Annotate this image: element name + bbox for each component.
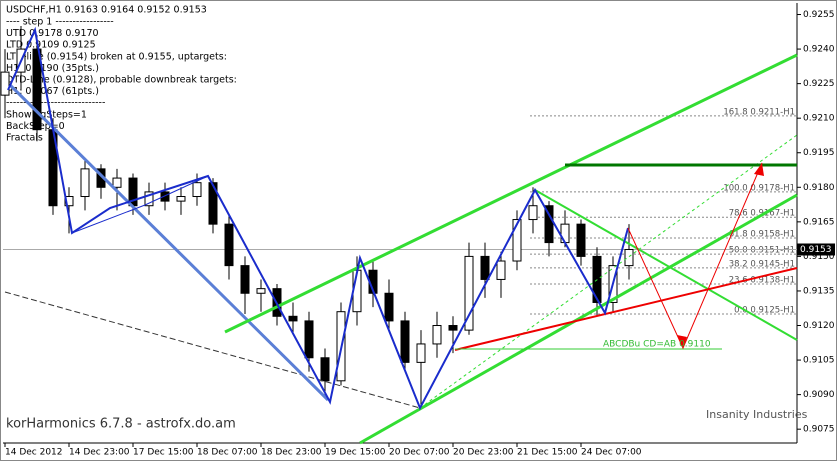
fib-label: 61.8 0.9158-H1 <box>729 229 795 239</box>
channel-line <box>224 53 798 334</box>
x-tick-label: 18 Dec 07:00 <box>197 448 258 458</box>
pattern-label: ABCDBu CD=AB 0.9110 <box>603 340 711 350</box>
candle-body <box>496 260 506 280</box>
arrow-head <box>754 163 764 176</box>
x-tick-label: 18 Dec 23:00 <box>261 448 322 458</box>
x-tick-label: 19 Dec 15:00 <box>325 448 386 458</box>
chart-title: USDCHF,H1 0.9163 0.9164 0.9152 0.9153 <box>6 5 207 16</box>
y-tick-label: 0.9240 <box>803 45 835 55</box>
candle-body <box>240 265 250 294</box>
candle-body <box>448 325 458 331</box>
info-line: UTD 0.9178 0.9170 <box>6 28 99 39</box>
candle-body <box>480 255 490 280</box>
price-label: 0.9153 <box>800 245 832 255</box>
candle-body <box>512 219 522 262</box>
y-tick-label: 0.9165 <box>803 217 835 227</box>
y-tick-label: 0.9150 <box>803 252 835 262</box>
info-line: H1: 0.9067 (61pts.) <box>6 86 99 97</box>
fib-label: 38.2 0.9145-H1 <box>729 259 795 269</box>
candle-body <box>160 191 170 202</box>
y-tick-label: 0.9090 <box>803 390 835 400</box>
y-tick-label: 0.9075 <box>803 425 835 435</box>
candle-body <box>560 223 570 244</box>
candle-body <box>224 223 234 267</box>
candle-body <box>432 325 442 345</box>
trend-line <box>8 83 330 402</box>
x-tick-label: 14 Dec 23:00 <box>69 448 130 458</box>
candle-body <box>400 320 410 363</box>
x-tick-label: 21 Dec 15:00 <box>517 448 578 458</box>
candle-body <box>576 223 586 257</box>
zigzag <box>71 175 209 234</box>
candle-body <box>112 177 122 188</box>
y-tick-label: 0.9225 <box>803 79 835 89</box>
channel-line <box>534 189 798 341</box>
info-line: H1: 0.9190 (35pts.) <box>6 63 99 74</box>
x-tick-label: 17 Dec 15:00 <box>133 448 194 458</box>
arrow-head <box>677 335 687 348</box>
zigzag <box>7 26 629 411</box>
fib-label: 100.0 0.9178-H1 <box>723 183 795 193</box>
trend-line <box>454 267 798 351</box>
candle-body <box>320 357 330 382</box>
candle-body <box>32 48 42 131</box>
candle-body <box>624 248 634 267</box>
candle-body <box>0 71 10 96</box>
info-line: LTD-line (0.9154) broken at 0.9155, upta… <box>6 51 227 62</box>
y-tick-label: 0.9135 <box>803 286 835 296</box>
candle-body <box>384 292 394 322</box>
y-tick-label: 0.9255 <box>803 10 835 20</box>
info-line: LTD 0.9109 0.9125 <box>6 40 96 51</box>
y-tick-label: 0.9180 <box>803 183 835 193</box>
y-tick-label: 0.9210 <box>803 114 835 124</box>
candle-body <box>192 182 202 198</box>
candle-body <box>208 182 218 225</box>
candle-body <box>304 320 314 359</box>
info-line: DTD-Line (0.9128), probable downbreak ta… <box>6 75 237 86</box>
x-tick-label: 24 Dec 07:00 <box>581 448 642 458</box>
x-tick-label: 14 Dec 2012 <box>5 448 63 458</box>
y-tick-label: 0.9195 <box>803 148 835 158</box>
candle-body <box>80 168 90 198</box>
channel-line <box>359 193 798 445</box>
info-line: ShowingSteps=1 <box>6 109 87 120</box>
x-tick-label: 20 Dec 23:00 <box>453 448 514 458</box>
logo: Insanity Industries <box>706 408 808 421</box>
fib-label: 161.8 0.9211-H1 <box>723 107 795 117</box>
candle-body <box>464 255 474 331</box>
candle-body <box>256 288 266 294</box>
candle-body <box>528 205 538 221</box>
info-line: ----------------------------- <box>6 98 105 109</box>
y-tick-label: 0.9120 <box>803 321 835 331</box>
watermark: korHarmonics 6.7.8 - astrofx.do.am <box>6 417 236 432</box>
info-line: Fractals <box>6 133 43 144</box>
x-tick-label: 20 Dec 07:00 <box>389 448 450 458</box>
y-tick-label: 0.9105 <box>803 356 835 366</box>
price-box <box>797 243 835 256</box>
candle-body <box>288 315 298 322</box>
fib-label: 0.0 0.9125-H1 <box>734 305 795 315</box>
fib-label: 50.0 0.9151-H1 <box>729 246 795 256</box>
pattern-overlay <box>4 26 798 445</box>
candle-body <box>416 343 426 363</box>
info-line: ---- step 1 ----------------- <box>6 17 114 28</box>
candle-body <box>144 191 154 207</box>
fib-label: 23.6 0.9138-H1 <box>729 276 795 286</box>
candle-body <box>544 205 554 244</box>
candle-body <box>176 196 186 202</box>
candle-body <box>64 196 74 207</box>
